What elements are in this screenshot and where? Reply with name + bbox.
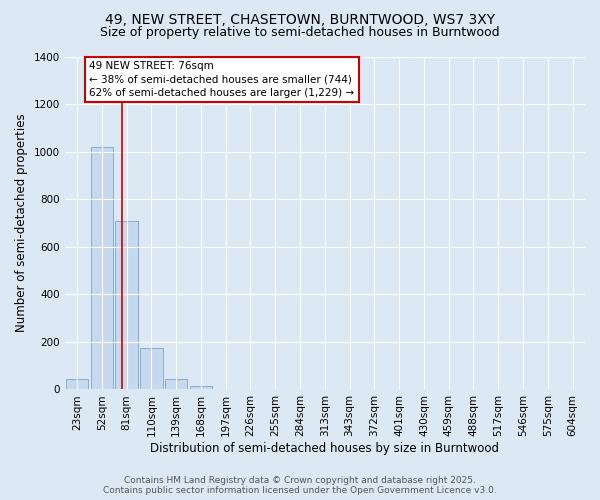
Bar	[115, 220, 138, 390]
X-axis label: Distribution of semi-detached houses by size in Burntwood: Distribution of semi-detached houses by …	[151, 442, 499, 455]
Bar	[91, 147, 113, 390]
Bar	[190, 386, 212, 390]
Bar	[165, 380, 187, 390]
Text: Size of property relative to semi-detached houses in Burntwood: Size of property relative to semi-detach…	[100, 26, 500, 39]
Text: 49, NEW STREET, CHASETOWN, BURNTWOOD, WS7 3XY: 49, NEW STREET, CHASETOWN, BURNTWOOD, WS…	[105, 12, 495, 26]
Bar	[140, 348, 163, 390]
Y-axis label: Number of semi-detached properties: Number of semi-detached properties	[15, 114, 28, 332]
Text: 49 NEW STREET: 76sqm
← 38% of semi-detached houses are smaller (744)
62% of semi: 49 NEW STREET: 76sqm ← 38% of semi-detac…	[89, 62, 355, 98]
Text: Contains HM Land Registry data © Crown copyright and database right 2025.
Contai: Contains HM Land Registry data © Crown c…	[103, 476, 497, 495]
Bar	[66, 380, 88, 390]
